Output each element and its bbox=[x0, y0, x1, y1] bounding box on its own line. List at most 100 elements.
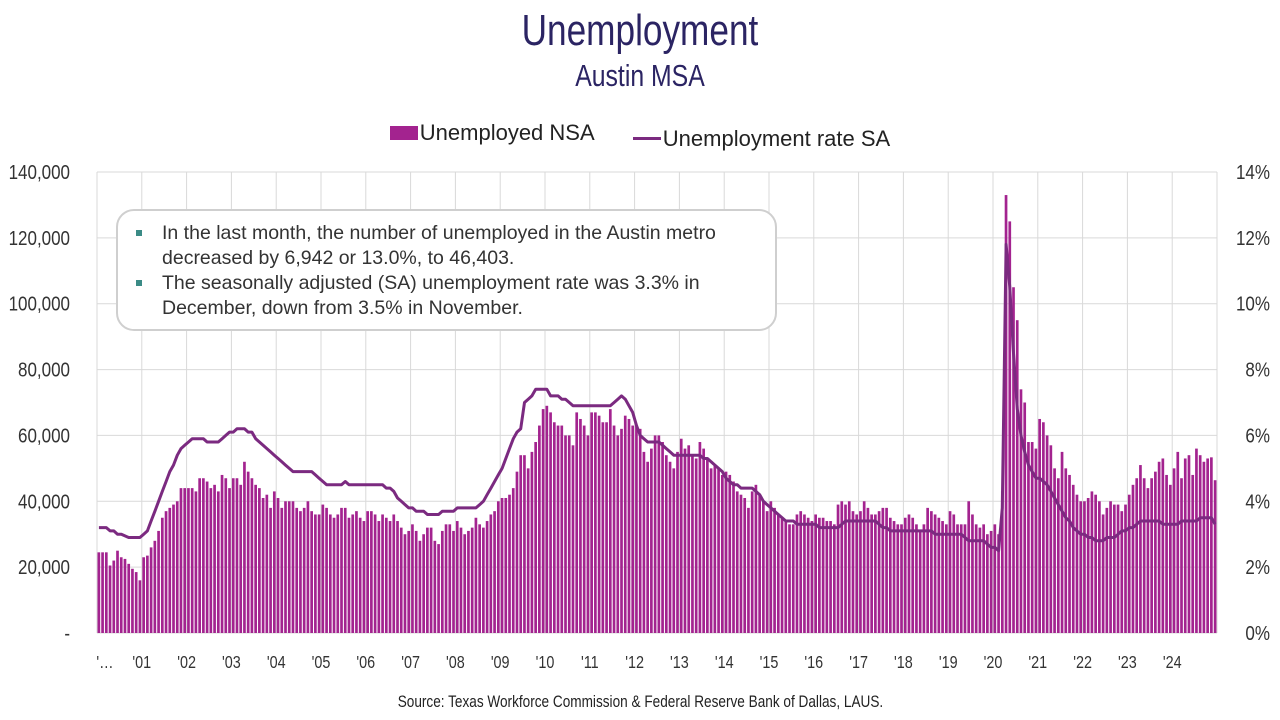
bar bbox=[560, 425, 564, 633]
bar bbox=[956, 524, 959, 633]
bar bbox=[403, 534, 407, 633]
x-axis-tick-label: '08 bbox=[446, 653, 465, 673]
bar bbox=[362, 521, 366, 633]
bar bbox=[594, 412, 597, 633]
bar bbox=[918, 530, 922, 633]
bar bbox=[717, 468, 720, 633]
bar bbox=[601, 422, 605, 633]
bar bbox=[900, 524, 903, 633]
legend-label: Unemployment rate SA bbox=[662, 125, 891, 151]
bar bbox=[694, 458, 698, 633]
bar bbox=[1008, 221, 1012, 633]
bar bbox=[769, 501, 773, 633]
bar bbox=[172, 504, 175, 633]
bar bbox=[788, 524, 791, 633]
bar bbox=[392, 514, 396, 633]
bar bbox=[1045, 435, 1049, 633]
bar bbox=[160, 517, 164, 633]
bar bbox=[153, 540, 157, 633]
bar bbox=[440, 530, 444, 633]
legend-label: Unemployed NSA bbox=[419, 120, 595, 145]
bar bbox=[780, 517, 784, 633]
bar bbox=[1180, 478, 1183, 633]
bar bbox=[325, 507, 328, 633]
bar bbox=[1068, 474, 1071, 633]
bar bbox=[937, 517, 941, 633]
bar bbox=[358, 517, 362, 633]
bar bbox=[1150, 478, 1153, 633]
right-axis-tick-label: 14% bbox=[1236, 161, 1270, 184]
bar bbox=[340, 507, 343, 633]
x-axis-tick-label: '14 bbox=[715, 653, 734, 673]
bar bbox=[795, 514, 799, 633]
bar bbox=[810, 521, 814, 633]
x-axis-tick-label: '06 bbox=[356, 653, 375, 673]
bar bbox=[489, 514, 493, 633]
bar bbox=[381, 514, 384, 633]
bar bbox=[287, 501, 291, 633]
bar bbox=[119, 557, 123, 633]
bar bbox=[564, 435, 567, 633]
bar bbox=[993, 524, 997, 633]
bar bbox=[470, 527, 474, 633]
bar bbox=[691, 455, 694, 633]
bar bbox=[1168, 484, 1172, 633]
bar bbox=[1105, 507, 1109, 633]
bar bbox=[941, 521, 944, 633]
bar bbox=[276, 497, 280, 633]
bar bbox=[1146, 488, 1150, 633]
bar bbox=[638, 428, 642, 633]
x-axis-tick-label: '21 bbox=[1028, 653, 1047, 673]
bar bbox=[1112, 504, 1116, 633]
bar bbox=[982, 524, 985, 633]
right-axis-ticks: 0% 2% 4% 6% 8% 10% 12% 14% bbox=[1236, 161, 1270, 645]
bar bbox=[1038, 418, 1041, 633]
bar bbox=[243, 461, 246, 633]
bar bbox=[1071, 484, 1075, 633]
bar bbox=[508, 494, 511, 633]
bar bbox=[892, 521, 896, 633]
bar bbox=[1064, 468, 1068, 633]
annotation-bullet: The seasonally adjusted (SA) unemploymen… bbox=[136, 271, 757, 321]
bar bbox=[776, 514, 780, 633]
bar bbox=[123, 558, 127, 633]
bar bbox=[635, 425, 638, 633]
bar bbox=[213, 484, 216, 633]
bar bbox=[825, 521, 829, 633]
annotation-text: In the last month, the number of unemplo… bbox=[162, 222, 716, 269]
x-axis-tick-label: '20 bbox=[984, 653, 1003, 673]
bar bbox=[314, 514, 317, 633]
bar bbox=[149, 547, 153, 633]
bar bbox=[1131, 484, 1135, 633]
x-axis-tick-label: '01 bbox=[132, 653, 151, 673]
bar bbox=[605, 422, 608, 633]
bar bbox=[922, 524, 926, 633]
bar bbox=[978, 527, 982, 633]
x-axis-tick-label: '17 bbox=[849, 653, 868, 673]
bar bbox=[299, 511, 302, 633]
bar bbox=[246, 471, 250, 633]
bar bbox=[773, 507, 776, 633]
bar bbox=[437, 544, 440, 633]
bar bbox=[116, 550, 119, 633]
bar bbox=[944, 524, 948, 633]
bar bbox=[896, 524, 900, 633]
bar bbox=[444, 524, 448, 633]
bar bbox=[750, 491, 754, 633]
bar bbox=[485, 521, 489, 633]
bar bbox=[500, 497, 504, 633]
bar bbox=[228, 488, 231, 633]
x-axis-tick-label: '22 bbox=[1073, 653, 1092, 673]
bar bbox=[735, 491, 739, 633]
bar bbox=[261, 497, 265, 633]
bar bbox=[620, 428, 623, 633]
bar bbox=[847, 501, 851, 633]
bar bbox=[463, 534, 467, 633]
x-axis-tick-label: '15 bbox=[760, 653, 779, 673]
bar bbox=[504, 497, 508, 633]
bar bbox=[306, 501, 310, 633]
bar bbox=[926, 507, 929, 633]
bar bbox=[515, 471, 519, 633]
bar bbox=[194, 491, 198, 633]
